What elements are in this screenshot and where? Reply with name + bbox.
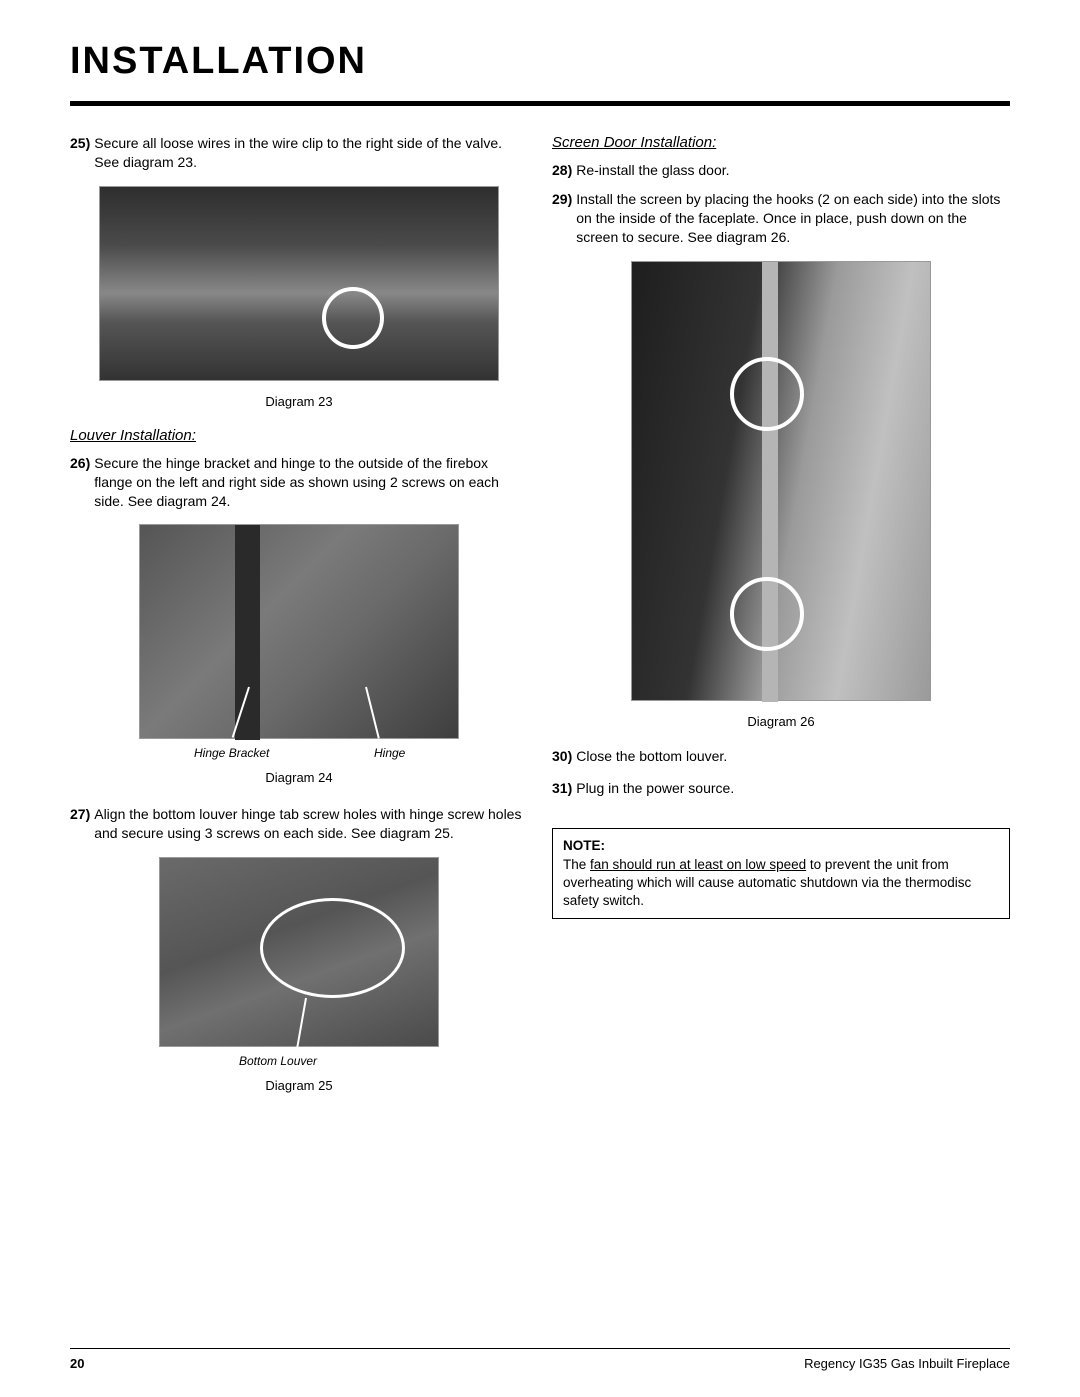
callout-circle-icon (730, 577, 804, 651)
hinge-label: Hinge (374, 746, 405, 760)
screen-door-subtitle: Screen Door Installation: (552, 134, 1010, 151)
step-text: Close the bottom louver. (576, 747, 1010, 766)
footer: 20 Regency IG35 Gas Inbuilt Fireplace (70, 1356, 1010, 1371)
two-column-layout: 25) Secure all loose wires in the wire c… (70, 134, 1010, 1111)
callout-circle-icon (730, 357, 804, 431)
step-number: 31) (552, 779, 572, 798)
step-text: Secure the hinge bracket and hinge to th… (94, 454, 528, 511)
diagram-23-figure: Diagram 23 (70, 186, 528, 409)
diagram-26-figure: Diagram 26 (552, 261, 1010, 729)
step-text: Align the bottom louver hinge tab screw … (94, 805, 528, 843)
hinge-bar (235, 525, 260, 740)
step-text: Plug in the power source. (576, 779, 1010, 798)
page-title: INSTALLATION (70, 40, 1010, 83)
step-31: 31) Plug in the power source. (552, 779, 1010, 798)
diagram-26-image (631, 261, 931, 701)
bottom-louver-label: Bottom Louver (239, 1054, 317, 1068)
diagram-23-caption: Diagram 23 (70, 394, 528, 409)
step-number: 27) (70, 805, 90, 843)
leader-line (365, 687, 380, 739)
step-text: Install the screen by placing the hooks … (576, 190, 1010, 247)
step-29: 29) Install the screen by placing the ho… (552, 190, 1010, 247)
diagram-25-caption: Diagram 25 (70, 1078, 528, 1093)
step-30: 30) Close the bottom louver. (552, 747, 1010, 766)
diagram-25-figure: Bottom Louver Diagram 25 (70, 857, 528, 1093)
diagram-24-figure: Hinge Bracket Hinge Diagram 24 (70, 524, 528, 785)
right-column: Screen Door Installation: 28) Re-install… (552, 134, 1010, 1111)
footer-product: Regency IG35 Gas Inbuilt Fireplace (804, 1356, 1010, 1371)
step-26: 26) Secure the hinge bracket and hinge t… (70, 454, 528, 511)
callout-ellipse-icon (260, 898, 405, 998)
step-27: 27) Align the bottom louver hinge tab sc… (70, 805, 528, 843)
callout-circle-icon (322, 287, 384, 349)
step-number: 28) (552, 161, 572, 180)
diagram-24-caption: Diagram 24 (70, 770, 528, 785)
note-underlined: fan should run at least on low speed (590, 857, 806, 872)
hinge-bracket-label: Hinge Bracket (194, 746, 269, 760)
note-title: NOTE: (563, 838, 605, 853)
note-prefix: The (563, 857, 590, 872)
step-25: 25) Secure all loose wires in the wire c… (70, 134, 528, 172)
step-number: 25) (70, 134, 90, 172)
step-number: 29) (552, 190, 572, 247)
step-28: 28) Re-install the glass door. (552, 161, 1010, 180)
step-text: Secure all loose wires in the wire clip … (94, 134, 528, 172)
leader-line (296, 998, 307, 1048)
page-number: 20 (70, 1356, 84, 1371)
step-number: 26) (70, 454, 90, 511)
step-text: Re-install the glass door. (576, 161, 1010, 180)
diagram-23-image (99, 186, 499, 381)
diagram-24-image (139, 524, 459, 739)
footer-rule (70, 1348, 1010, 1349)
louver-subtitle: Louver Installation: (70, 427, 528, 444)
diagram-25-image (159, 857, 439, 1047)
step-number: 30) (552, 747, 572, 766)
note-box: NOTE: The fan should run at least on low… (552, 828, 1010, 919)
heavy-rule (70, 101, 1010, 106)
left-column: 25) Secure all loose wires in the wire c… (70, 134, 528, 1111)
diagram-26-caption: Diagram 26 (552, 714, 1010, 729)
